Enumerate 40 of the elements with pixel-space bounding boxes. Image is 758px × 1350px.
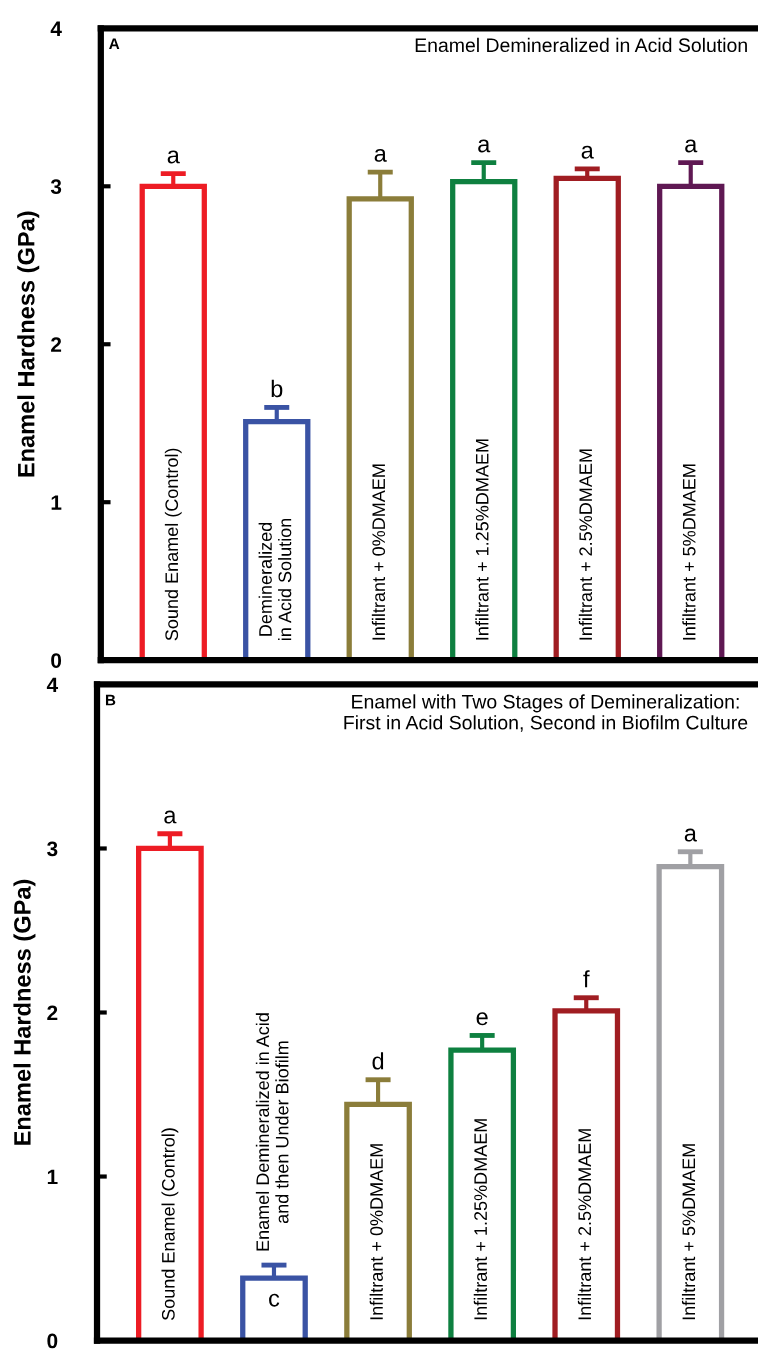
- y-tick-label: 3: [47, 841, 58, 857]
- category-label: Enamel Demineralized in Acid and then Under Biofilm: [255, 1013, 289, 1251]
- data-label: a: [164, 810, 177, 824]
- data-label: a: [374, 148, 387, 162]
- category-label: Infiltrant + 0%DMAEM: [371, 464, 386, 640]
- category-label: Infiltrant + 2.5%DMAEM: [577, 1129, 592, 1320]
- category-label: Infiltrant + 2.5%DMAEM: [578, 449, 593, 640]
- annotation: B: [105, 694, 116, 706]
- y-tick-label: 1: [47, 1169, 58, 1185]
- data-label: a: [167, 150, 180, 164]
- y-tick-label: 4: [46, 677, 59, 692]
- category-label: Infiltrant + 5%DMAEM: [681, 1144, 696, 1320]
- y-tick-label: 0: [47, 1333, 58, 1349]
- annotation: A: [109, 38, 120, 49]
- chart-title: Enamel Demineralized in Acid Solution: [415, 37, 747, 53]
- data-label: a: [478, 139, 491, 153]
- category-label: Sound Enamel (Control): [161, 1128, 179, 1321]
- y-tick-label: 2: [51, 337, 62, 352]
- y-tick-label: 1: [51, 495, 62, 510]
- category-label: Infiltrant + 0%DMAEM: [369, 1144, 383, 1320]
- y-tick-label: 0: [51, 653, 62, 668]
- category-label: Sound Enamel (Control): [164, 448, 182, 641]
- category-label: Demineralized in Acid Solution: [258, 518, 292, 640]
- y-tick-label: 2: [47, 1005, 58, 1021]
- data-label: a: [581, 145, 594, 159]
- text: Enamel with Two Stages of Demineralization: First in Acid Solution, Second in Biofilm Culture: [344, 694, 748, 732]
- data-label: a: [685, 139, 698, 153]
- data-label: a: [684, 828, 697, 842]
- category-label: Infiltrant + 1.25%DMAEM: [473, 1119, 488, 1320]
- data-label: d: [372, 1052, 384, 1070]
- category-label: Infiltrant + 1.25%DMAEM: [475, 439, 489, 640]
- y-tick-label: 4: [50, 21, 62, 36]
- data-label: c: [269, 1293, 280, 1307]
- y-axis-title: Enamel Hardness (GPa): [17, 211, 40, 477]
- data-label: e: [476, 1012, 488, 1026]
- y-axis-title: Enamel Hardness (GPa): [13, 879, 36, 1145]
- data-label: f: [583, 970, 590, 988]
- category-label: Infiltrant + 5%DMAEM: [682, 464, 696, 640]
- y-tick-label: 3: [50, 179, 62, 195]
- data-label: b: [271, 379, 283, 398]
